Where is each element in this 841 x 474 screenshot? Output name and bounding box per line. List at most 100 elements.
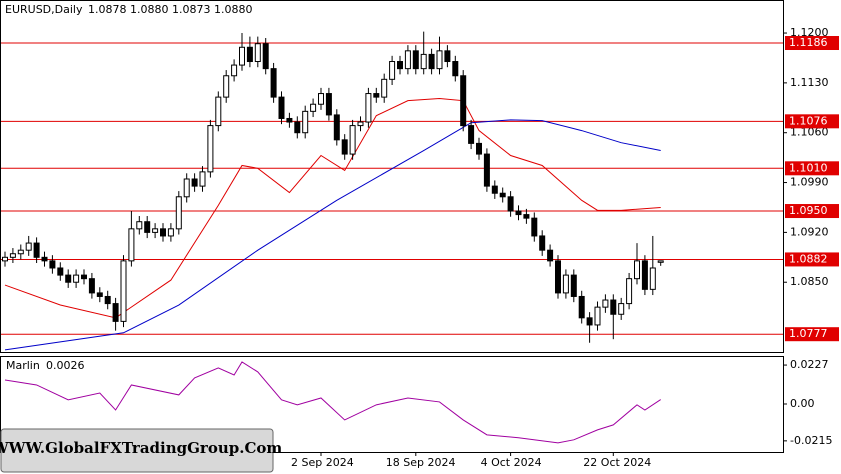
candle-body (254, 43, 261, 63)
candle-body (81, 274, 87, 280)
y-tick-label: 1.1060 (790, 126, 829, 139)
candle-body (460, 75, 467, 127)
candle-body (65, 274, 72, 283)
x-tick-label: 22 Oct 2024 (583, 456, 651, 469)
candle-body (381, 78, 388, 98)
watermark: WWW.GlobalFXTradingGroup.Com (0, 439, 282, 457)
marks: 1.1200 1.1130 1.1060 1.0990 1.0920 1.0850 1.11… (1, 26, 839, 469)
candle-body (294, 121, 301, 134)
candle-body (349, 125, 356, 155)
symbol-title: EURUSD,Daily (5, 3, 83, 16)
candle-body (49, 260, 56, 269)
candle-body (436, 50, 443, 70)
candle-body (444, 50, 451, 63)
candle-body (420, 53, 427, 70)
candle-body (144, 221, 151, 233)
candle-body (183, 178, 190, 198)
candle-body (278, 96, 285, 119)
candle-body (468, 125, 475, 144)
level-tag (785, 36, 839, 51)
y-tick-label: 1.0850 (790, 275, 829, 288)
candle-body (310, 103, 317, 112)
candle-body (17, 249, 24, 255)
y-tick-label: 1.0920 (790, 225, 829, 238)
candle-body (491, 185, 498, 194)
candle-body (302, 110, 309, 134)
moving-average (4, 119, 661, 351)
candle-body (104, 295, 111, 305)
main-panel (0, 0, 784, 353)
candle-body (649, 267, 656, 290)
candle-body (452, 61, 459, 77)
candle-body (507, 196, 514, 212)
candle-body (286, 117, 293, 123)
y-tick-label: -0.0215 (790, 434, 832, 447)
candle-body (57, 267, 64, 276)
y-tick-label: 1.0990 (790, 176, 829, 189)
candle-body (428, 53, 435, 70)
y-tick-label: 0.0227 (790, 358, 829, 371)
candle-body (341, 139, 348, 155)
candle-body (207, 125, 214, 173)
x-tick-label: 18 Sep 2024 (386, 456, 456, 469)
level-label: 1.1186 (789, 36, 828, 49)
moving-average (4, 98, 661, 319)
candle-body (389, 61, 396, 80)
level-label: 1.1076 (789, 114, 828, 127)
candle-body (657, 260, 664, 263)
candle-body (2, 256, 8, 262)
candle-body (618, 303, 625, 315)
candle-body (594, 306, 601, 326)
level-tag (785, 327, 839, 342)
candle-body (270, 68, 277, 98)
level-tag (785, 204, 839, 219)
indicator-value: 0.0026 (46, 359, 85, 372)
candle-body (547, 249, 554, 262)
y-tick-label: 1.1130 (790, 76, 829, 89)
level-tag (785, 252, 839, 267)
level-tag (785, 161, 839, 176)
candle-body (333, 114, 340, 141)
candle-body (365, 93, 372, 123)
level-label: 1.0777 (789, 327, 828, 340)
candle-body (41, 256, 48, 262)
candle-body (191, 178, 198, 187)
candle-body (578, 295, 585, 319)
candle-body (223, 75, 230, 98)
candle-body (523, 214, 530, 219)
x-tick-label: 4 Oct 2024 (481, 456, 542, 469)
candle-body (610, 299, 617, 315)
y-tick-label: 0.00 (790, 397, 815, 410)
candle-body (136, 221, 143, 230)
candle-body (239, 46, 245, 66)
candle-body (215, 96, 222, 127)
candle-body (483, 153, 490, 187)
candle-body (120, 260, 127, 322)
candle-body (175, 196, 182, 230)
candle-body (641, 260, 648, 290)
candle-body (555, 260, 561, 294)
candle-body (231, 64, 238, 77)
candle-body (318, 93, 324, 105)
candle-body (262, 43, 269, 70)
level-label: 1.0950 (789, 204, 828, 217)
candle-body (152, 228, 159, 233)
indicator-title: Marlin (6, 359, 40, 372)
candle-body (199, 171, 206, 187)
candle-body (602, 299, 609, 308)
candle-body (160, 228, 166, 237)
watermark-box: WWW.GlobalFXTradingGroup.Com (0, 428, 282, 473)
candle-body (539, 235, 546, 251)
indicator-line (4, 361, 661, 444)
level-label: 1.1010 (789, 161, 828, 174)
candle-body (357, 121, 364, 127)
candle-body (499, 192, 506, 198)
y-tick-label: 1.1200 (790, 26, 829, 39)
candle-body (562, 274, 569, 294)
candle-body (73, 274, 80, 283)
level-tag (785, 114, 839, 129)
candle-body (246, 46, 253, 63)
candle-body (167, 228, 174, 237)
